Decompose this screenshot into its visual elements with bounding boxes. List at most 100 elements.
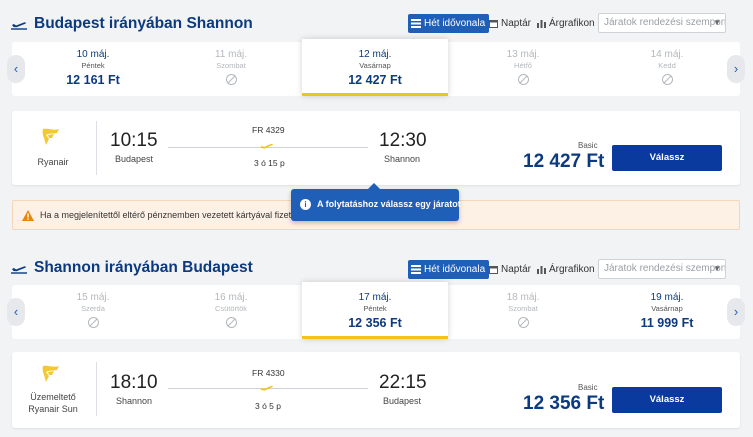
outbound-header: Budapest irányában Shannon Hét idővonala… bbox=[0, 12, 753, 38]
weekday-label: Szerda bbox=[81, 304, 105, 313]
sort-select[interactable]: Járatok rendezési szempontja ▼ bbox=[598, 259, 726, 279]
calendar-view-button[interactable]: Naptár bbox=[486, 14, 535, 33]
sort-placeholder: Járatok rendezési szempontja bbox=[604, 17, 726, 28]
weekday-label: Vasárnap bbox=[651, 304, 683, 313]
date-label: 16 máj. bbox=[214, 292, 248, 303]
date-cell: 15 máj. Szerda bbox=[20, 285, 166, 339]
operator-prefix: Üzemeltető bbox=[30, 392, 76, 402]
weekday-label: Szombat bbox=[508, 304, 538, 313]
select-flight-button[interactable]: Válassz bbox=[612, 387, 722, 413]
unavailable-icon bbox=[225, 74, 237, 85]
date-cell: 18 máj. Szombat bbox=[450, 285, 596, 339]
date-label: 19 máj. bbox=[650, 292, 684, 303]
outbound-date-strip: ‹ 10 máj. Péntek 12 161 Ft 11 máj. Szomb… bbox=[7, 39, 745, 96]
date-cell[interactable]: 19 máj. Vasárnap 11 999 Ft bbox=[594, 285, 740, 339]
weekday-label: Péntek bbox=[363, 304, 387, 313]
weekday-label: Szombat bbox=[216, 61, 246, 70]
select-flight-button[interactable]: Válassz bbox=[612, 145, 722, 171]
inbound-date-strip: ‹ 15 máj. Szerda 16 máj. Csütörtök 17 má… bbox=[7, 282, 745, 339]
ryanair-harp-logo-icon bbox=[42, 128, 59, 145]
airline-name: Ryanair bbox=[37, 157, 69, 167]
weekday-label: Csütörtök bbox=[214, 304, 248, 313]
date-cell: 16 máj. Csütörtök bbox=[158, 285, 304, 339]
select-flight-tooltip: i A folytatáshoz válassz egy járatot bbox=[291, 183, 461, 221]
fare-price: 12 356 Ft bbox=[523, 393, 605, 414]
arrival-city: Shannon bbox=[384, 154, 421, 164]
arrival-time: 22:15 bbox=[379, 372, 427, 393]
plane-departure-icon bbox=[11, 22, 27, 30]
date-label: 13 máj. bbox=[506, 49, 540, 60]
info-icon: i bbox=[300, 199, 311, 210]
price-chart-view-button[interactable]: Árgrafikon bbox=[534, 260, 599, 279]
sort-placeholder: Járatok rendezési szempontja bbox=[604, 263, 726, 274]
price-chart-label: Árgrafikon bbox=[549, 18, 595, 29]
warning-icon bbox=[22, 210, 34, 221]
sort-select[interactable]: Járatok rendezési szempontja ▼ bbox=[598, 13, 726, 33]
outbound-flight-card[interactable]: Ryanair 10:15 Budapest FR 4329 3 ó 15 p … bbox=[12, 111, 740, 185]
divider bbox=[96, 121, 97, 175]
date-label: 11 máj. bbox=[214, 49, 248, 60]
ryanair-harp-logo-icon bbox=[42, 365, 59, 382]
flight-number: FR 4329 bbox=[252, 125, 285, 135]
unavailable-icon bbox=[517, 74, 529, 85]
date-cell: 14 máj. Kedd bbox=[594, 42, 740, 96]
departure-city: Budapest bbox=[115, 154, 154, 164]
chevron-down-icon: ▼ bbox=[713, 264, 721, 273]
date-cell-selected[interactable]: 17 máj. Péntek 12 356 Ft bbox=[302, 282, 448, 339]
next-week-button[interactable]: › bbox=[727, 55, 745, 83]
calendar-view-button[interactable]: Naptár bbox=[486, 260, 535, 279]
flight-duration: 3 ó 5 p bbox=[255, 401, 281, 411]
chevron-right-icon: › bbox=[733, 304, 739, 319]
date-cell: 11 máj. Szombat bbox=[158, 42, 304, 96]
date-cell-selected[interactable]: 12 máj. Vasárnap 12 427 Ft bbox=[302, 39, 448, 96]
date-price: 12 427 Ft bbox=[348, 73, 402, 87]
week-timeline-view-button[interactable]: Hét idővonala bbox=[408, 260, 490, 279]
fare-price: 12 427 Ft bbox=[523, 151, 605, 172]
prev-week-button[interactable]: ‹ bbox=[7, 298, 25, 326]
fare-type: Basic bbox=[578, 383, 598, 392]
week-timeline-label: Hét idővonala bbox=[424, 18, 486, 29]
price-chart-view-button[interactable]: Árgrafikon bbox=[534, 14, 599, 33]
tooltip-text: A folytatáshoz válassz egy járatot bbox=[317, 199, 461, 209]
weekday-label: Vasárnap bbox=[359, 61, 391, 70]
inbound-flight-card[interactable]: Üzemeltető Ryanair Sun 18:10 Shannon FR … bbox=[12, 352, 740, 428]
flight-duration: 3 ó 15 p bbox=[254, 158, 285, 168]
departure-time: 18:10 bbox=[110, 372, 158, 393]
flight-number: FR 4330 bbox=[252, 368, 285, 378]
unavailable-icon bbox=[87, 317, 99, 328]
arrival-city: Budapest bbox=[383, 396, 422, 406]
chevron-left-icon: ‹ bbox=[13, 61, 19, 76]
list-icon bbox=[411, 265, 421, 274]
next-week-button[interactable]: › bbox=[727, 298, 745, 326]
plane-departure-icon bbox=[11, 266, 27, 274]
calendar-icon bbox=[489, 266, 498, 274]
week-timeline-view-button[interactable]: Hét idővonala bbox=[408, 14, 490, 33]
bar-chart-icon bbox=[537, 266, 546, 274]
date-label: 12 máj. bbox=[358, 49, 392, 60]
unavailable-icon bbox=[225, 317, 237, 328]
list-icon bbox=[411, 19, 421, 28]
unavailable-icon bbox=[517, 317, 529, 328]
prev-week-button[interactable]: ‹ bbox=[7, 55, 25, 83]
price-chart-label: Árgrafikon bbox=[549, 264, 595, 275]
plane-icon bbox=[260, 385, 273, 391]
departure-time: 10:15 bbox=[110, 130, 158, 151]
week-timeline-label: Hét idővonala bbox=[424, 264, 486, 275]
calendar-label: Naptár bbox=[501, 18, 532, 29]
calendar-label: Naptár bbox=[501, 264, 532, 275]
date-label: 17 máj. bbox=[358, 292, 392, 303]
date-cell: 13 máj. Hétfő bbox=[450, 42, 596, 96]
divider bbox=[96, 362, 97, 416]
route-title: Shannon irányában Budapest bbox=[34, 259, 253, 276]
date-cell[interactable]: 10 máj. Péntek 12 161 Ft bbox=[20, 42, 166, 96]
route-title: Budapest irányában Shannon bbox=[34, 15, 253, 32]
weekday-label: Hétfő bbox=[514, 61, 532, 70]
chevron-right-icon: › bbox=[733, 61, 739, 76]
calendar-icon bbox=[489, 20, 498, 28]
date-price: 11 999 Ft bbox=[640, 316, 694, 330]
unavailable-icon bbox=[661, 74, 673, 85]
date-label: 14 máj. bbox=[650, 49, 684, 60]
weekday-label: Kedd bbox=[658, 61, 676, 70]
departure-city: Shannon bbox=[116, 396, 153, 406]
chevron-left-icon: ‹ bbox=[13, 304, 19, 319]
